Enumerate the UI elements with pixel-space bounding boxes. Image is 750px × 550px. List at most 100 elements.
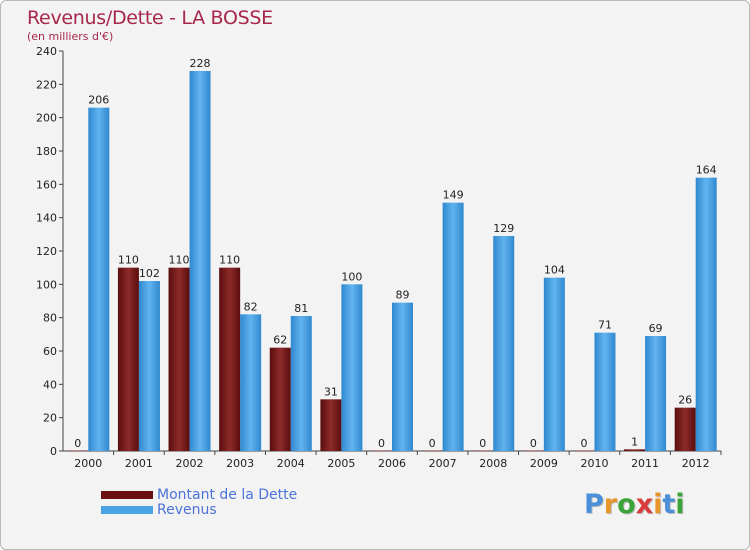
x-tick-label: 2010 xyxy=(580,457,608,470)
value-labels: 0206110102110228110826281311000890149012… xyxy=(74,57,716,450)
value-label-debt-2004: 62 xyxy=(273,334,287,347)
bar-revenus-2007 xyxy=(442,202,464,451)
bar-debt-2006 xyxy=(371,450,392,451)
y-tick-label: 160 xyxy=(36,178,57,191)
bar-debt-2003 xyxy=(219,267,241,451)
legend-item-revenus: Revenus xyxy=(101,501,297,518)
logo-letter: o xyxy=(617,489,636,520)
value-label-revenus-2006: 89 xyxy=(396,289,410,302)
x-tick-label: 2008 xyxy=(479,457,507,470)
value-label-debt-2007: 0 xyxy=(429,437,436,450)
y-axis-ticks: 0 20 40 60 80 100 120 140 160 180 200 220 240 xyxy=(36,45,63,458)
bar-revenus-2011 xyxy=(645,336,667,451)
legend-label-debt: Montant de la Dette xyxy=(157,486,298,503)
value-label-debt-2012: 26 xyxy=(678,394,692,407)
value-label-revenus-2012: 164 xyxy=(696,164,717,177)
logo-letter: P xyxy=(584,489,604,520)
value-label-debt-2002: 110 xyxy=(169,254,190,267)
bar-debt-2009 xyxy=(522,450,544,451)
bar-debt-2008 xyxy=(472,450,494,451)
x-tick-label: 2009 xyxy=(530,457,558,470)
logo-letter: r xyxy=(603,489,618,520)
x-tick-label: 2012 xyxy=(682,457,710,470)
logo-letter: t xyxy=(662,489,676,520)
value-label-revenus-2001: 102 xyxy=(139,267,160,280)
bar-revenus-2012 xyxy=(695,177,717,451)
bars xyxy=(67,71,717,452)
legend-swatch-revenus xyxy=(101,505,153,514)
legend-label-revenus: Revenus xyxy=(157,501,217,518)
x-tick-label: 2004 xyxy=(277,457,305,470)
value-label-debt-2001: 110 xyxy=(118,254,139,267)
x-tick-label: 2000 xyxy=(74,457,102,470)
y-tick-label: 220 xyxy=(36,78,57,91)
y-tick-label: 100 xyxy=(36,278,57,291)
value-label-debt-2003: 110 xyxy=(219,254,240,267)
bar-debt-2011 xyxy=(624,449,646,451)
y-tick-label: 80 xyxy=(43,312,57,325)
chart-subtitle: (en milliers d'€) xyxy=(27,30,114,43)
logo-letter: i xyxy=(653,489,663,520)
legend-item-debt: Montant de la Dette xyxy=(101,486,298,503)
x-tick-label: 2007 xyxy=(429,457,457,470)
value-label-revenus-2004: 81 xyxy=(294,302,308,315)
value-label-revenus-2002: 228 xyxy=(190,57,211,70)
bar-revenus-2003 xyxy=(240,314,262,451)
proxiti-logo: Proxiti xyxy=(584,489,685,520)
value-label-debt-2008: 0 xyxy=(479,437,486,450)
bar-revenus-2009 xyxy=(543,277,565,451)
bar-debt-2010 xyxy=(573,450,595,451)
value-label-debt-2009: 0 xyxy=(530,437,537,450)
value-label-revenus-2008: 129 xyxy=(493,222,514,235)
value-label-debt-2010: 0 xyxy=(580,437,587,450)
logo-letter: x xyxy=(635,489,654,520)
bar-debt-2012 xyxy=(674,407,696,451)
y-tick-label: 240 xyxy=(36,45,57,58)
bar-revenus-2010 xyxy=(594,332,616,451)
legend: Montant de la Dette Revenus xyxy=(101,486,298,518)
bar-revenus-2001 xyxy=(138,281,160,451)
bar-revenus-2008 xyxy=(493,236,515,451)
y-tick-label: 200 xyxy=(36,112,57,125)
value-label-revenus-2009: 104 xyxy=(544,264,565,277)
bar-revenus-2002 xyxy=(189,71,211,451)
y-tick-label: 20 xyxy=(43,412,57,425)
bar-revenus-2004 xyxy=(290,316,312,451)
value-label-debt-2011: 1 xyxy=(631,435,638,448)
value-label-debt-2006: 0 xyxy=(378,437,385,450)
x-tick-label: 2001 xyxy=(125,457,153,470)
bar-debt-2001 xyxy=(117,267,139,451)
value-label-debt-2005: 31 xyxy=(324,385,338,398)
bar-revenus-2005 xyxy=(341,284,363,451)
x-tick-label: 2011 xyxy=(631,457,659,470)
y-tick-label: 60 xyxy=(43,345,57,358)
bar-debt-2005 xyxy=(320,399,342,451)
y-tick-label: 40 xyxy=(43,378,57,391)
x-tick-label: 2006 xyxy=(378,457,406,470)
value-label-debt-2000: 0 xyxy=(74,437,81,450)
x-tick-label: 2002 xyxy=(176,457,204,470)
value-label-revenus-2000: 206 xyxy=(88,94,109,107)
y-tick-label: 0 xyxy=(50,445,57,458)
value-label-revenus-2007: 149 xyxy=(443,189,464,202)
bar-debt-2000 xyxy=(67,450,89,451)
value-label-revenus-2005: 100 xyxy=(341,270,362,283)
legend-swatch-debt xyxy=(101,490,153,499)
bar-debt-2007 xyxy=(421,450,443,451)
x-tick-label: 2005 xyxy=(327,457,355,470)
y-tick-label: 140 xyxy=(36,212,57,225)
value-label-revenus-2003: 82 xyxy=(244,300,258,313)
chart-title: Revenus/Dette - LA BOSSE xyxy=(27,7,273,29)
bar-revenus-2006 xyxy=(392,302,413,451)
x-axis-ticks: 2000 2001 2002 2003 2004 2005 2006 2007 2008 2009… xyxy=(74,451,722,470)
bar-debt-2004 xyxy=(269,347,291,451)
bar-revenus-2000 xyxy=(88,107,110,452)
x-tick-label: 2003 xyxy=(226,457,254,470)
y-tick-label: 180 xyxy=(36,145,57,158)
value-label-revenus-2011: 69 xyxy=(649,322,663,335)
y-tick-label: 120 xyxy=(36,245,57,258)
value-label-revenus-2010: 71 xyxy=(598,319,612,332)
logo-letter: i xyxy=(675,489,685,520)
